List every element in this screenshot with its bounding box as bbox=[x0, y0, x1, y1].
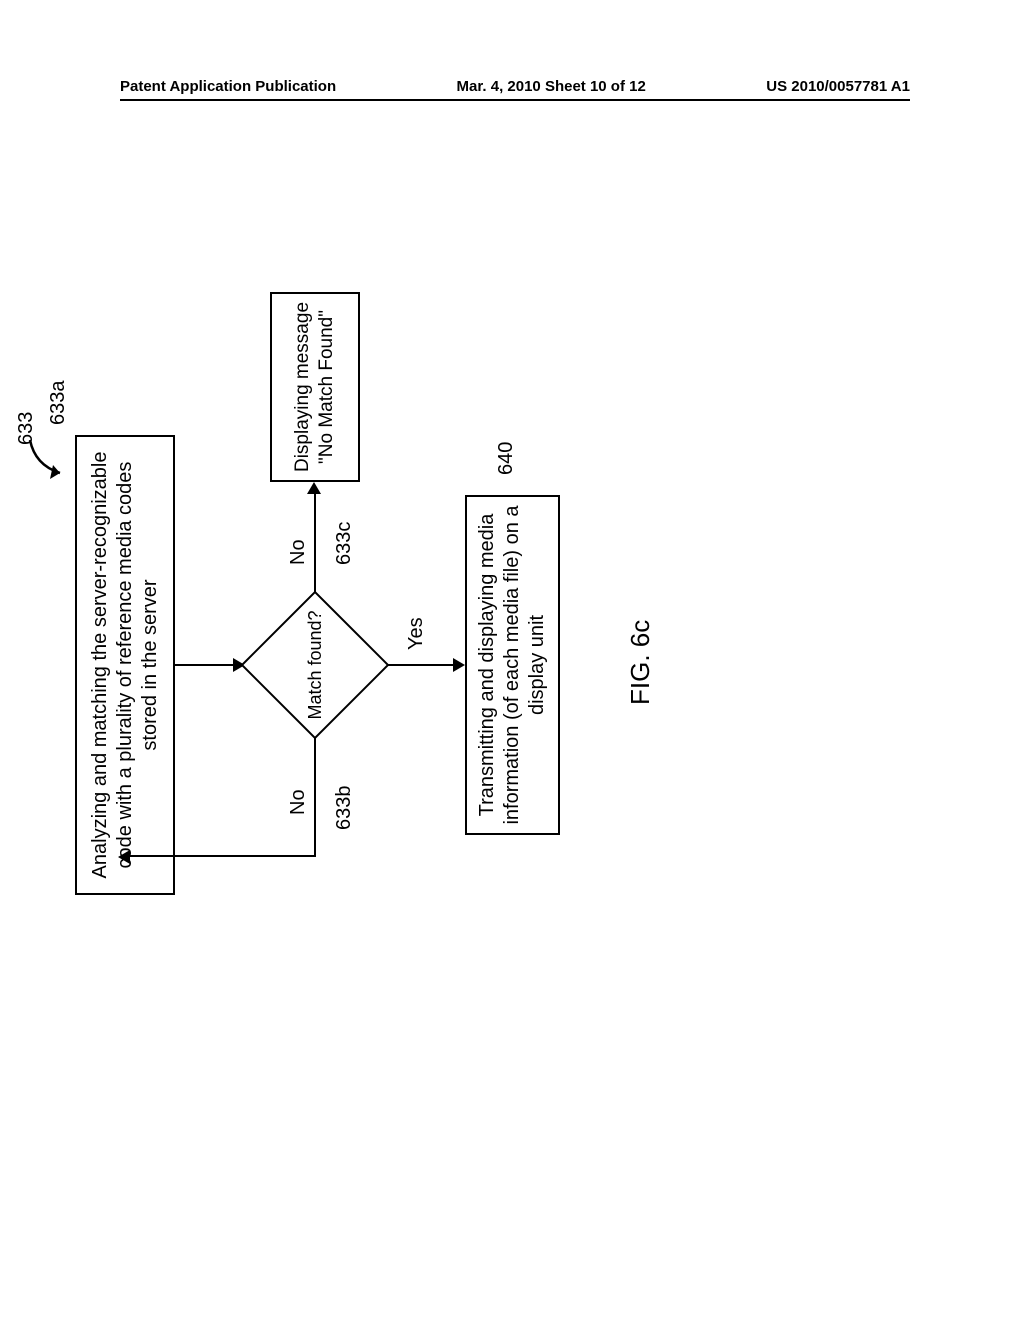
page-root: Patent Application Publication Mar. 4, 2… bbox=[0, 0, 1024, 1320]
node-nomatch: Displaying message "No Match Found" bbox=[270, 292, 360, 482]
arrow-right-icon bbox=[307, 482, 321, 494]
ref-633c: 633c bbox=[333, 522, 356, 565]
label-no-right: No bbox=[287, 539, 310, 565]
connector bbox=[175, 664, 235, 666]
ref-633b: 633b bbox=[333, 786, 356, 831]
arrow-down-icon bbox=[453, 658, 465, 672]
ref-633a: 633a bbox=[47, 381, 70, 426]
arrow-up-icon bbox=[118, 850, 130, 864]
connector bbox=[314, 738, 316, 855]
label-yes: Yes bbox=[405, 617, 428, 650]
ref-global-arrow-icon bbox=[25, 425, 75, 485]
connector bbox=[125, 855, 316, 857]
node-transmit-text: Transmitting and displaying media inform… bbox=[475, 503, 550, 827]
header-right: US 2010/0057781 A1 bbox=[766, 78, 910, 95]
header-left: Patent Application Publication bbox=[120, 78, 336, 95]
node-analyze: Analyzing and matching the server-recogn… bbox=[75, 435, 175, 895]
figure-label: FIG. 6c bbox=[625, 620, 656, 705]
connector bbox=[388, 664, 455, 666]
connector bbox=[314, 492, 316, 592]
header-center: Mar. 4, 2010 Sheet 10 of 12 bbox=[457, 78, 646, 95]
flowchart-rotated-container: 633 Analyzing and matching the server-re… bbox=[55, 365, 805, 925]
node-transmit: Transmitting and displaying media inform… bbox=[465, 495, 560, 835]
patent-header: Patent Application Publication Mar. 4, 2… bbox=[120, 78, 910, 101]
node-nomatch-text: Displaying message "No Match Found" bbox=[291, 300, 339, 474]
label-no-left: No bbox=[287, 789, 310, 815]
node-decision: Match found? bbox=[240, 590, 390, 740]
ref-640: 640 bbox=[495, 442, 518, 475]
node-analyze-text: Analyzing and matching the server-recogn… bbox=[88, 443, 163, 887]
node-decision-text: Match found? bbox=[240, 590, 390, 740]
flowchart: 633 Analyzing and matching the server-re… bbox=[55, 365, 805, 925]
